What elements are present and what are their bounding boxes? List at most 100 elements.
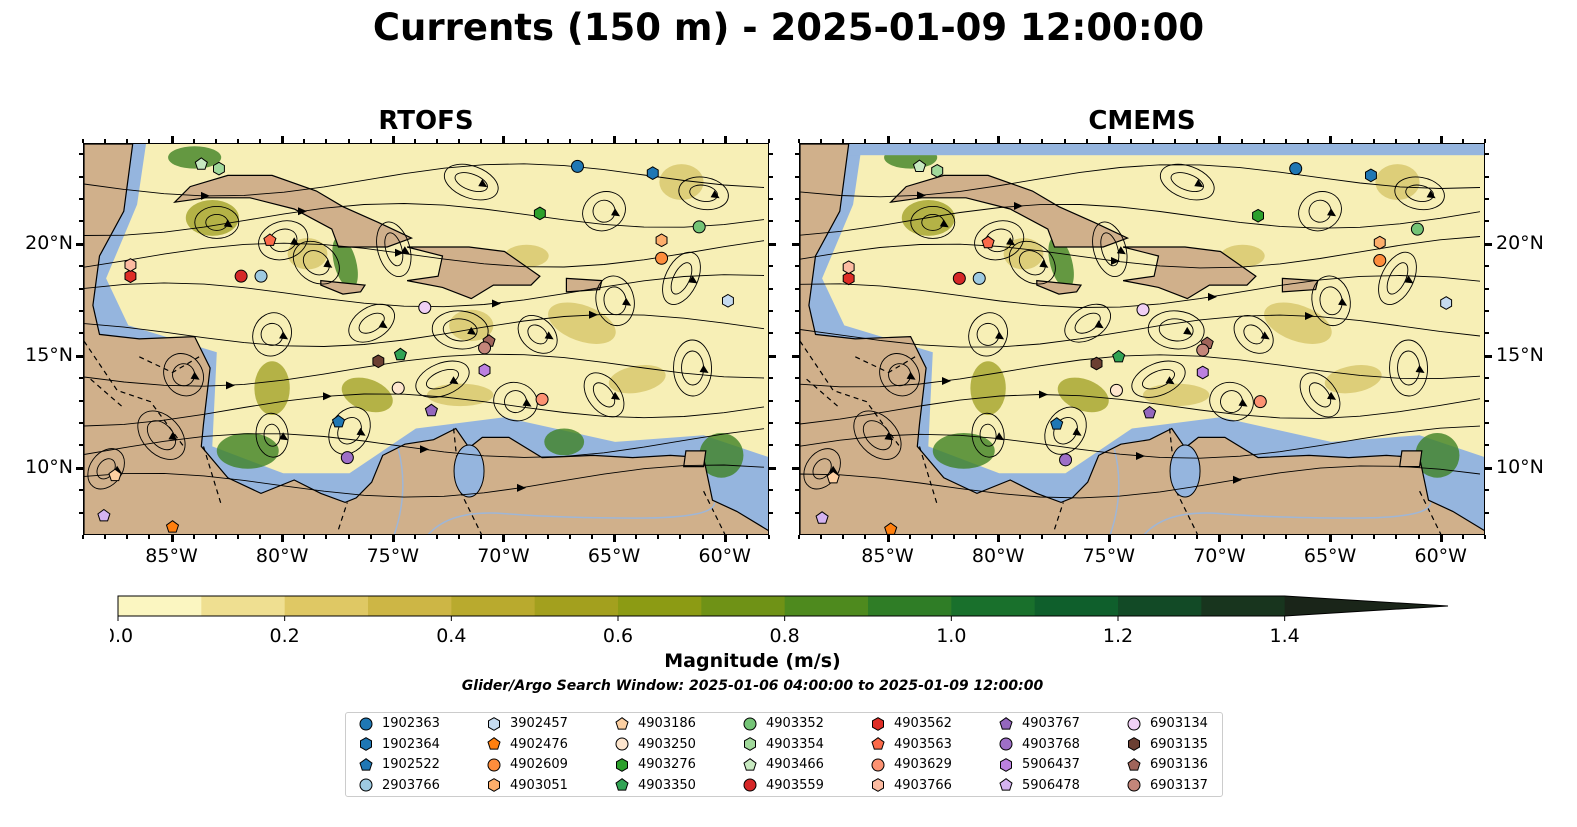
streamline-arrow	[1327, 391, 1337, 400]
x-tick-mark	[170, 535, 174, 542]
x-tick-mark	[975, 535, 978, 539]
y-tick-mark	[79, 332, 83, 335]
streamline-arrow	[449, 376, 459, 385]
streamline	[979, 423, 997, 447]
country-border	[918, 446, 938, 505]
current-speed-patch	[449, 309, 494, 342]
x-tick-mark	[1417, 139, 1420, 143]
y-tick-mark	[79, 220, 83, 223]
streamline	[258, 220, 309, 261]
current-speed-patch	[332, 236, 358, 289]
float-marker-5906478	[97, 508, 111, 522]
country-border	[806, 378, 838, 407]
x-tick-mark	[1129, 139, 1132, 143]
legend-item-1902522: 1902522	[358, 755, 440, 775]
streamline-arrow	[201, 191, 210, 200]
x-tick-mark	[1329, 136, 1333, 143]
streamline	[800, 204, 1481, 236]
colorbar-segment	[951, 596, 1036, 616]
streamline	[425, 368, 459, 390]
float-marker-1902522	[331, 414, 346, 428]
x-tick-mark	[723, 136, 727, 143]
streamline-arrow	[995, 331, 1005, 340]
legend-item-4903466: 4903466	[742, 755, 824, 775]
legend-item-6903135: 6903135	[1126, 735, 1208, 755]
x-tick-mark	[1284, 139, 1287, 143]
float-marker-4903354	[213, 161, 225, 176]
x-tick-mark	[679, 139, 682, 143]
y-tick-mark	[769, 332, 773, 335]
y-tick-mark	[792, 242, 799, 246]
x-tick-mark	[546, 139, 549, 143]
x-tick-mark	[281, 535, 285, 542]
streamline-arrow	[478, 179, 488, 188]
x-tick-mark	[1196, 139, 1199, 143]
x-tick-mark	[436, 535, 439, 539]
x-tick-mark	[1041, 139, 1044, 143]
legend-marker	[488, 778, 500, 792]
y-tick-mark	[1485, 332, 1489, 335]
y-tick-mark	[769, 489, 773, 492]
x-tick-mark	[886, 136, 890, 143]
streamline-arrow	[544, 331, 554, 340]
float-legend: 1902363 1902364 1902522 2903766 3902457 49024…	[345, 712, 1223, 797]
legend-label: 4902609	[510, 757, 568, 772]
float-marker-6903137	[1196, 343, 1210, 357]
legend-marker	[488, 716, 500, 731]
colorbar-outline	[117, 595, 1449, 617]
streamline	[292, 240, 340, 285]
island	[1122, 246, 1257, 300]
legend-marker	[999, 716, 1013, 730]
y-tick-mark	[795, 265, 799, 268]
legend-marker	[360, 737, 372, 751]
country-border	[84, 340, 185, 447]
legend-label: 4903629	[894, 757, 952, 772]
y-tick-mark	[79, 489, 83, 492]
current-speed-patch	[216, 432, 279, 469]
streamline	[968, 312, 1008, 357]
streamline-arrow	[1404, 275, 1414, 284]
legend-label: 4903051	[510, 777, 568, 793]
float-marker-6903134	[418, 301, 432, 315]
float-marker-4903186	[108, 468, 122, 482]
x-tick-mark	[458, 139, 461, 143]
x-tick-mark	[798, 139, 800, 143]
current-speed-patch	[1324, 365, 1382, 394]
legend-item-4903768: 4903768	[998, 735, 1080, 755]
x-tick-mark	[1351, 139, 1354, 143]
float-marker-4903051	[655, 233, 668, 248]
island	[1399, 450, 1423, 468]
y-tick-label: 20°N	[1496, 231, 1544, 254]
lake-maracaibo	[453, 444, 485, 498]
streamline-arrow	[688, 275, 698, 284]
y-tick-mark	[792, 354, 799, 358]
current-speed-patch	[932, 432, 995, 469]
island	[889, 174, 1130, 248]
legend-marker	[743, 717, 757, 730]
streamline	[888, 363, 912, 387]
x-tick-mark	[1373, 139, 1376, 143]
float-marker-4903559	[234, 269, 248, 283]
streamline	[302, 250, 330, 276]
current-speed-patch	[699, 432, 744, 478]
streamline	[678, 176, 729, 211]
x-tick-mark	[997, 136, 1001, 143]
x-tick-mark	[952, 535, 955, 539]
x-tick-mark	[886, 535, 890, 542]
float-marker-6903135	[372, 354, 385, 369]
legend-label: 4903768	[1022, 736, 1080, 752]
legend-label: 4903766	[894, 777, 952, 793]
legend-item-4903563: 4903563	[870, 735, 952, 755]
legend-item-4903350: 4903350	[614, 776, 696, 796]
y-tick-mark	[1485, 377, 1489, 380]
y-tick-mark	[795, 220, 799, 223]
streamline-arrow	[1072, 427, 1082, 436]
streamline	[442, 318, 478, 342]
streamline	[800, 236, 1481, 269]
x-tick-mark	[1019, 535, 1022, 539]
streamline	[84, 428, 765, 458]
x-tick-mark	[369, 535, 372, 539]
y-tick-mark	[769, 198, 773, 200]
legend-item-4903051: 4903051	[486, 776, 568, 796]
y-tick-mark	[769, 422, 773, 424]
